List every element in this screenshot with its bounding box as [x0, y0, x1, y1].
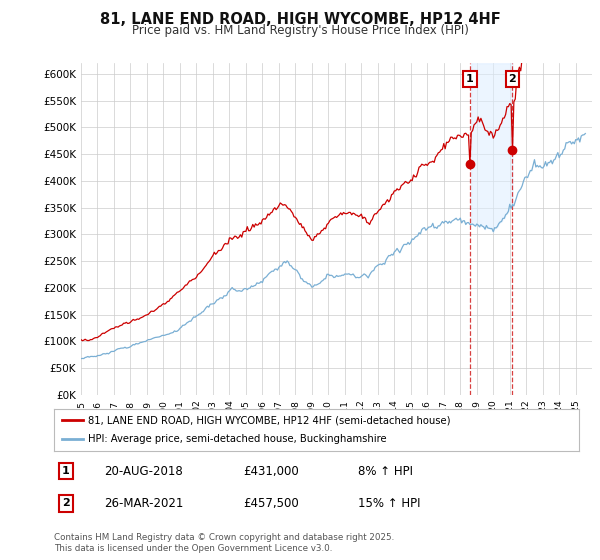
- Text: 26-MAR-2021: 26-MAR-2021: [104, 497, 183, 510]
- Text: £431,000: £431,000: [243, 465, 299, 478]
- Text: Price paid vs. HM Land Registry's House Price Index (HPI): Price paid vs. HM Land Registry's House …: [131, 24, 469, 36]
- Text: HPI: Average price, semi-detached house, Buckinghamshire: HPI: Average price, semi-detached house,…: [88, 435, 387, 445]
- Text: 1: 1: [466, 74, 474, 84]
- Text: 20-AUG-2018: 20-AUG-2018: [104, 465, 182, 478]
- Text: 15% ↑ HPI: 15% ↑ HPI: [359, 497, 421, 510]
- Text: 81, LANE END ROAD, HIGH WYCOMBE, HP12 4HF (semi-detached house): 81, LANE END ROAD, HIGH WYCOMBE, HP12 4H…: [88, 415, 451, 425]
- Text: Contains HM Land Registry data © Crown copyright and database right 2025.
This d: Contains HM Land Registry data © Crown c…: [54, 533, 394, 553]
- Text: £457,500: £457,500: [243, 497, 299, 510]
- Text: 81, LANE END ROAD, HIGH WYCOMBE, HP12 4HF: 81, LANE END ROAD, HIGH WYCOMBE, HP12 4H…: [100, 12, 500, 27]
- Text: 2: 2: [509, 74, 517, 84]
- Text: 8% ↑ HPI: 8% ↑ HPI: [359, 465, 413, 478]
- Text: 2: 2: [62, 498, 70, 508]
- Text: 1: 1: [62, 466, 70, 476]
